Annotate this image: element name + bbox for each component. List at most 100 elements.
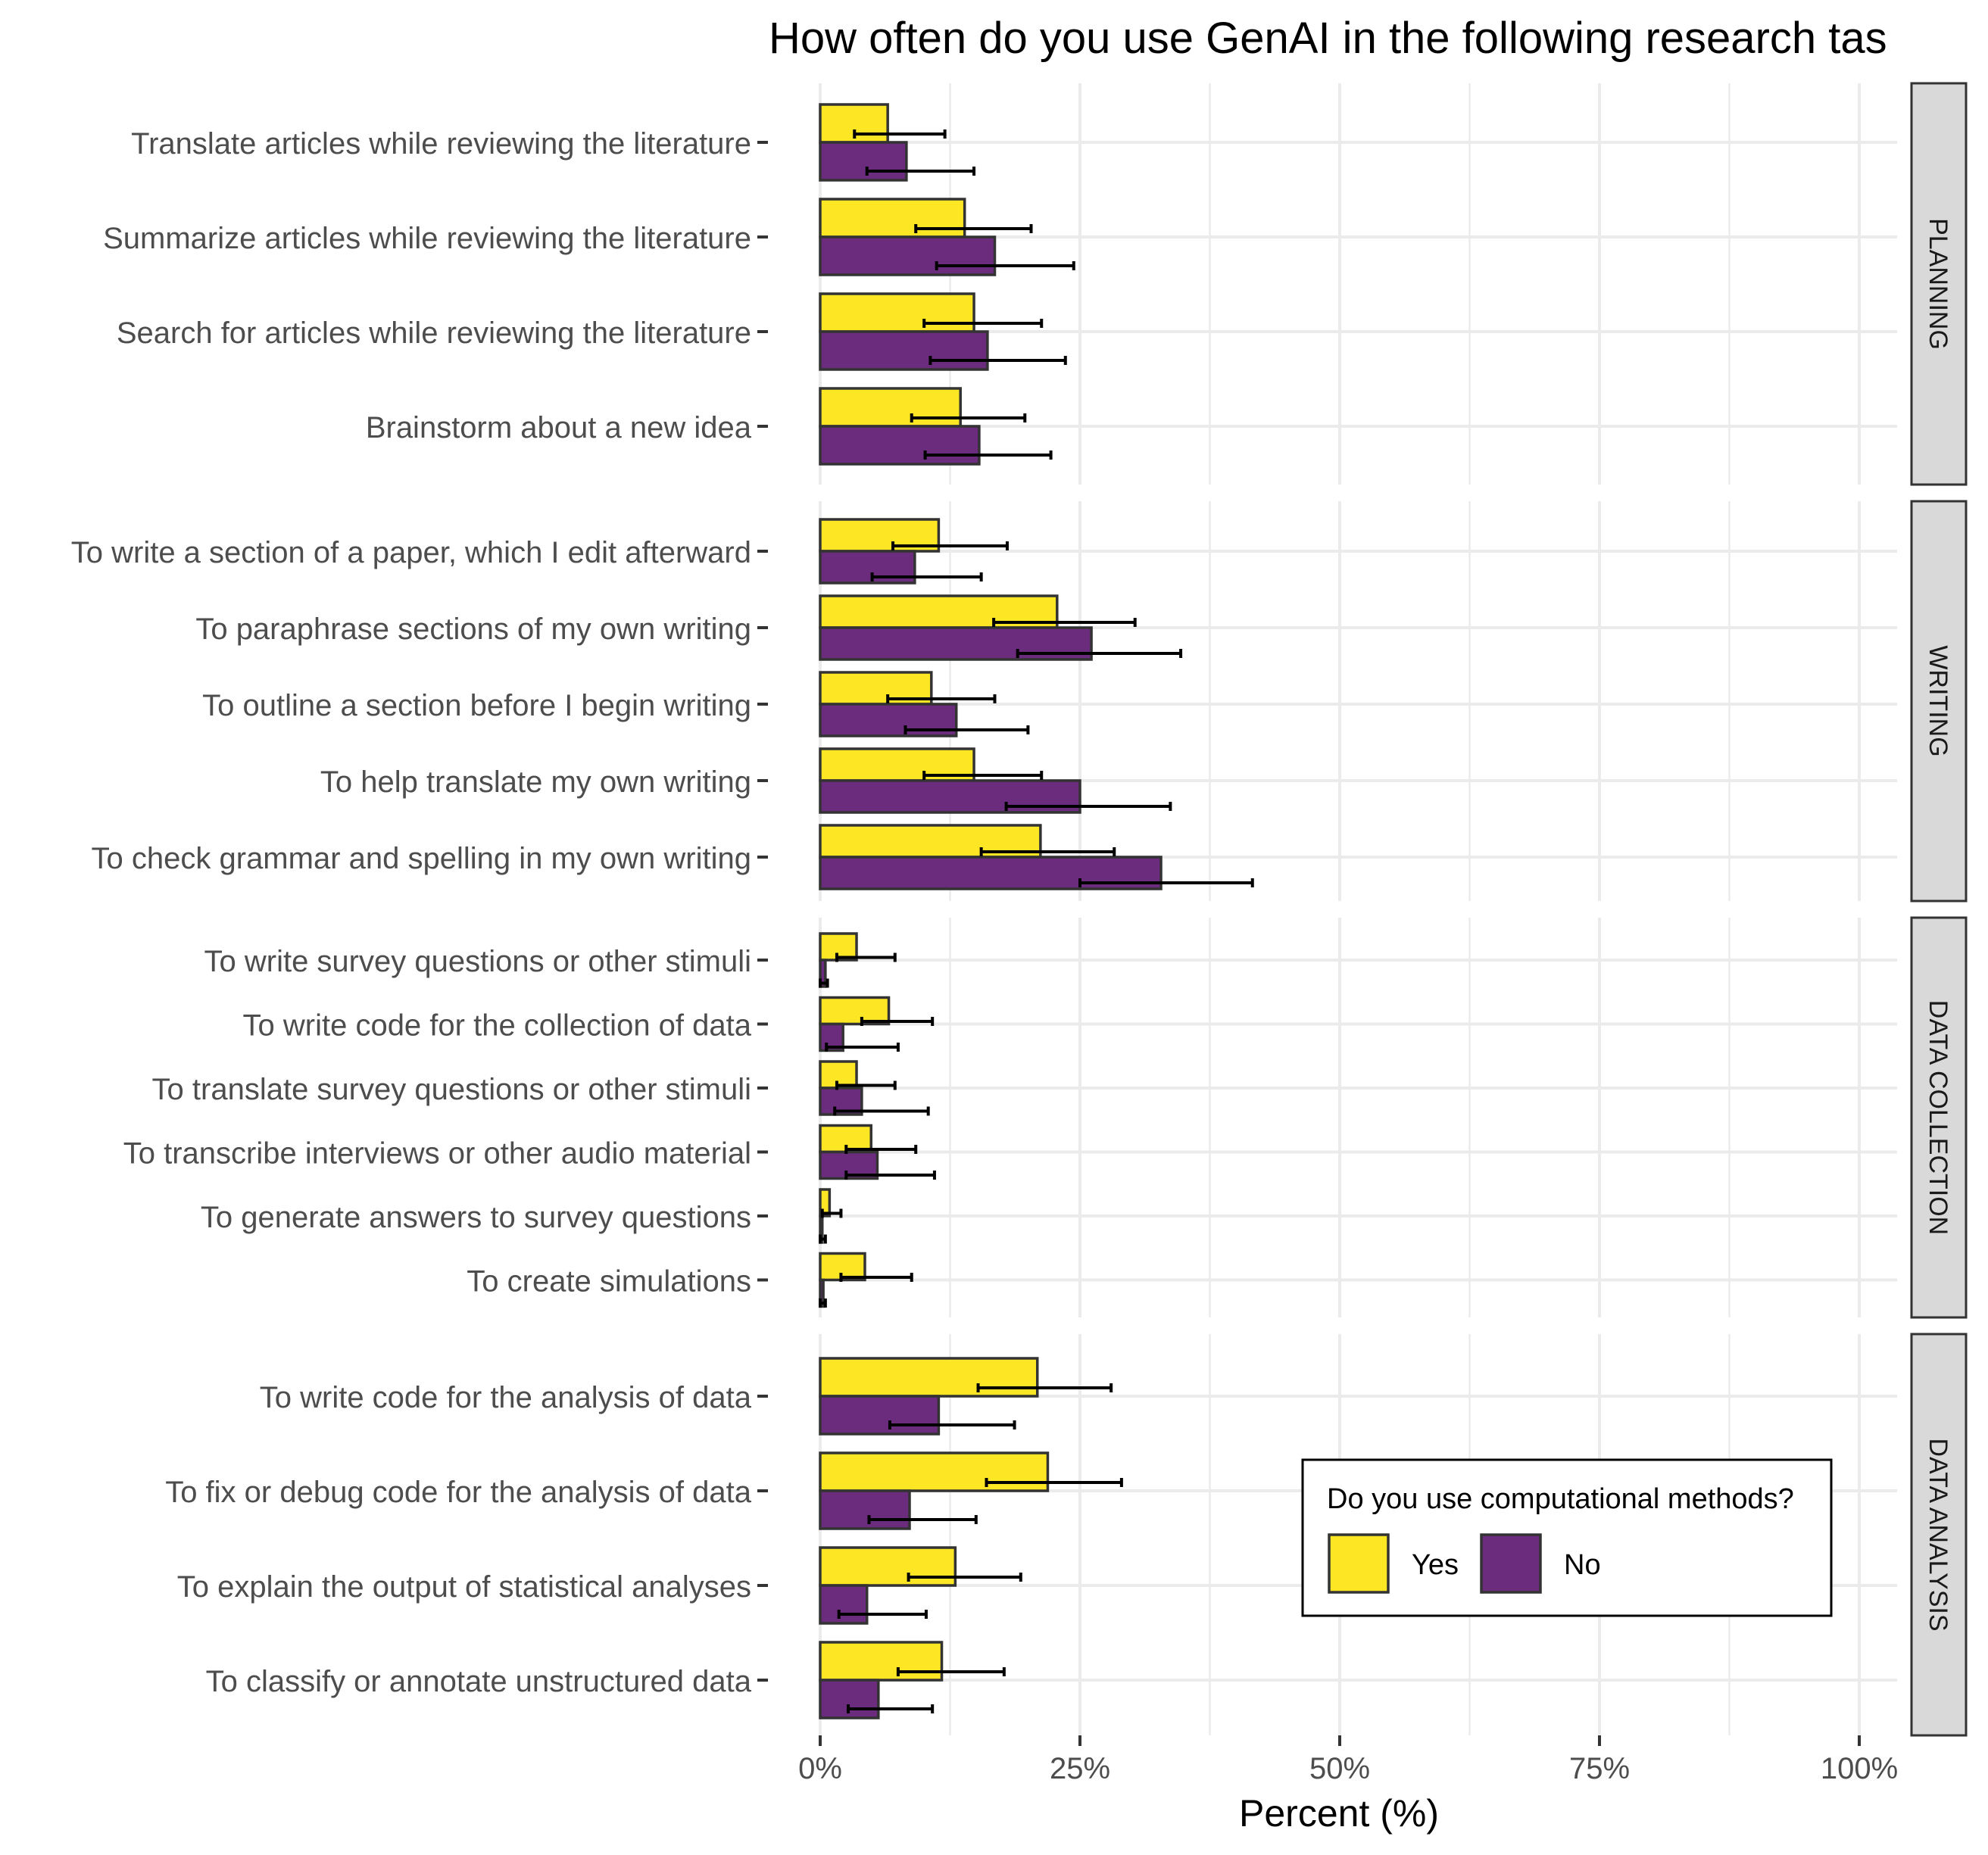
legend-key (1328, 1533, 1390, 1594)
error-bar (979, 847, 1116, 856)
category-label: To paraphrase sections of my own writing (195, 613, 751, 646)
error-bar (935, 261, 1075, 270)
error-bar (844, 1171, 936, 1180)
error-bar (1078, 878, 1254, 887)
error-bar (870, 572, 983, 581)
facet-strip (1910, 916, 1968, 1319)
category-label: To generate answers to survey questions (201, 1201, 751, 1234)
category-label: To help translate my own writing (320, 765, 751, 799)
error-bar (922, 771, 1044, 780)
x-axis: 0% 25% 50% 75% 100% (798, 1735, 1898, 1785)
x-tick-label: 100% (1821, 1752, 1898, 1785)
error-bar (914, 224, 1033, 233)
bar-yes (819, 1451, 1050, 1492)
category-label: Translate articles while reviewing the l… (131, 127, 751, 161)
error-bar (819, 978, 829, 988)
bar-yes (819, 292, 975, 333)
x-axis-title: Percent (%) (1239, 1792, 1439, 1835)
bar-yes (819, 1546, 957, 1587)
facet-panel: To write a section of a paper, which I e… (71, 500, 1968, 903)
category-label: To fix or debug code for the analysis of… (165, 1476, 752, 1509)
bar-no (819, 235, 997, 276)
category-label: To explain the output of statistical ana… (177, 1570, 751, 1604)
error-bar (853, 129, 947, 139)
bar-yes (819, 996, 891, 1026)
error-bar (860, 1017, 935, 1026)
error-bar (865, 167, 976, 176)
error-bar (903, 725, 1030, 734)
bar-no (819, 1584, 869, 1625)
legend-box (1301, 1458, 1833, 1617)
bar-no (819, 1489, 911, 1530)
error-bar (886, 694, 997, 703)
facet-strip-label: DATA ANALYSIS (1924, 1438, 1952, 1631)
category-label: To outline a section before I begin writ… (202, 689, 751, 722)
x-tick-label: 50% (1309, 1752, 1370, 1785)
facet-strip-label: DATA COLLECTION (1924, 1000, 1952, 1235)
error-bar (1016, 649, 1183, 658)
facet-panels: Translate articles while reviewing the l… (71, 82, 1968, 1737)
error-bar (833, 1106, 930, 1116)
error-bar (907, 1573, 1022, 1582)
category-label: Search for articles while reviewing the … (117, 316, 751, 350)
category-label: To write code for the collection of data (243, 1009, 752, 1043)
error-bar (844, 1145, 918, 1154)
facet-panel: To write survey questions or other stimu… (123, 916, 1968, 1319)
error-bar (835, 952, 897, 962)
bar-no (819, 141, 908, 182)
bar-no (819, 959, 827, 988)
legend-label: No (1564, 1549, 1601, 1581)
bar-no (819, 425, 981, 466)
legend-label: Yes (1412, 1549, 1459, 1581)
bar-yes (819, 1641, 944, 1682)
bar-yes (819, 198, 966, 238)
error-bar (837, 1610, 928, 1619)
facet-strip (1910, 500, 1968, 903)
error-bar (910, 413, 1027, 422)
error-bar (835, 1080, 897, 1090)
bar-no (819, 1278, 825, 1308)
category-label: To write a section of a paper, which I e… (71, 536, 751, 569)
bar-no (819, 1395, 941, 1436)
bar-yes (819, 1357, 1039, 1398)
error-bar (896, 1667, 1006, 1676)
bar-no (819, 330, 989, 371)
error-bar (928, 356, 1067, 365)
error-bar (819, 1298, 827, 1308)
error-bar (922, 319, 1044, 328)
error-bar (1004, 802, 1172, 811)
legend-title: Do you use computational methods? (1327, 1483, 1794, 1515)
x-tick-label: 25% (1050, 1752, 1110, 1785)
category-label: Brainstorm about a new idea (366, 411, 752, 444)
category-label: Summarize articles while reviewing the l… (103, 222, 751, 255)
facet-strip (1910, 1333, 1968, 1737)
category-label: To check grammar and spelling in my own … (92, 842, 751, 875)
category-label: To write code for the analysis of data (260, 1381, 752, 1414)
error-bar (976, 1383, 1113, 1392)
error-bar (888, 1420, 1016, 1429)
facet-panel: To write code for the analysis of data To… (165, 1333, 1968, 1737)
legend-key (1480, 1533, 1542, 1594)
bar-yes (819, 932, 858, 962)
error-bar (891, 541, 1009, 550)
category-label: To classify or annotate unstructured dat… (206, 1665, 752, 1698)
category-label: To transcribe interviews or other audio … (123, 1137, 751, 1171)
chart-title: How often do you use GenAI in the follow… (769, 14, 1887, 63)
error-bar (985, 1478, 1123, 1487)
bar-yes (819, 1252, 866, 1282)
error-bar (992, 618, 1137, 627)
error-bar (923, 450, 1053, 460)
legend: Do you use computational methods? Yes No (1301, 1458, 1833, 1617)
error-bar (847, 1704, 935, 1713)
x-tick-label: 75% (1569, 1752, 1630, 1785)
facet-panel: Translate articles while reviewing the l… (103, 82, 1968, 486)
category-label: To write survey questions or other stimu… (204, 945, 752, 978)
error-bar (825, 1043, 900, 1052)
error-bar (867, 1515, 978, 1524)
error-bar (819, 1234, 827, 1244)
error-bar (820, 1208, 843, 1218)
category-label: To create simulations (467, 1265, 751, 1298)
facet-strip-label: PLANNING (1924, 218, 1952, 350)
facet-strip-label: WRITING (1924, 645, 1952, 756)
